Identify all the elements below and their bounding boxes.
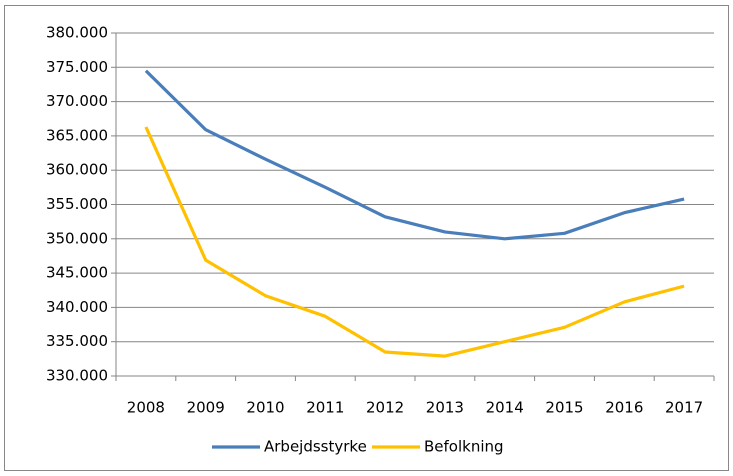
y-tick-label: 360.000 (46, 161, 108, 179)
x-tick-label: 2012 (366, 399, 404, 417)
y-tick-label: 350.000 (46, 229, 108, 247)
y-tick-label: 375.000 (46, 58, 108, 76)
y-tick-label: 330.000 (46, 367, 108, 385)
y-tick-label: 355.000 (46, 195, 108, 213)
x-tick-label: 2015 (545, 399, 583, 417)
y-tick-label: 340.000 (46, 298, 108, 316)
y-tick-label: 345.000 (46, 264, 108, 282)
chart-border (4, 5, 729, 471)
x-tick-label: 2011 (306, 399, 344, 417)
x-tick-label: 2010 (246, 399, 284, 417)
y-tick-label: 370.000 (46, 92, 108, 110)
x-tick-label: 2009 (187, 399, 225, 417)
y-tick-label: 380.000 (46, 24, 108, 42)
x-tick-label: 2016 (605, 399, 643, 417)
y-tick-label: 365.000 (46, 126, 108, 144)
legend-label: Arbejdsstyrke (264, 438, 367, 456)
x-tick-label: 2008 (127, 399, 165, 417)
x-tick-label: 2017 (665, 399, 703, 417)
legend-label: Befolkning (424, 438, 504, 456)
series-line (144, 126, 685, 358)
series-line (144, 69, 685, 241)
x-tick-label: 2014 (486, 399, 524, 417)
x-tick-label: 2013 (426, 399, 464, 417)
y-tick-label: 335.000 (46, 332, 108, 350)
